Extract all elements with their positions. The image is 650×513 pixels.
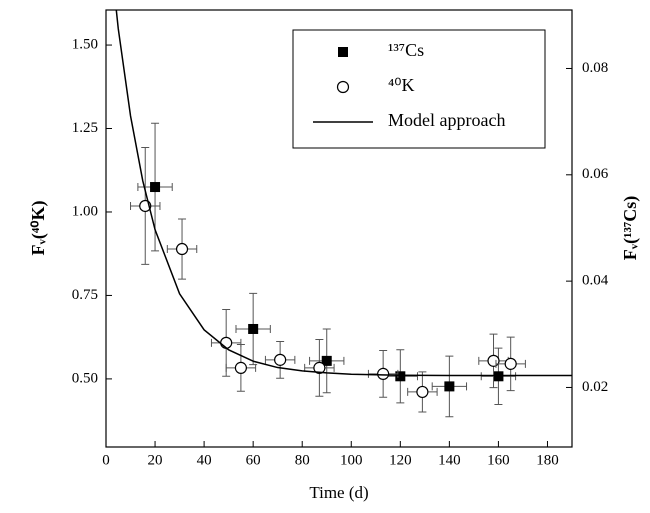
y2-tick-label: 0.02 xyxy=(582,379,608,395)
square-marker xyxy=(150,182,161,193)
circle-marker xyxy=(274,353,287,366)
plot-area xyxy=(115,10,572,418)
x-tick-label: 20 xyxy=(148,452,163,468)
square-marker xyxy=(395,371,406,382)
y2-tick-label: 0.08 xyxy=(582,60,608,76)
circle-marker xyxy=(416,385,429,399)
x-tick-label: 80 xyxy=(295,452,310,468)
legend-label: ¹³⁷Cs xyxy=(388,40,424,60)
square-marker xyxy=(444,381,455,392)
square-marker xyxy=(248,323,259,334)
legend-circle xyxy=(336,80,350,94)
x-tick-label: 140 xyxy=(438,452,461,468)
circle-marker xyxy=(504,357,517,370)
y-tick-label: 1.50 xyxy=(72,36,98,52)
legend-square xyxy=(338,47,348,57)
model-line xyxy=(115,10,572,377)
x-tick-label: 160 xyxy=(487,452,510,468)
y-tick-label: 1.25 xyxy=(72,120,98,136)
y2-tick-label: 0.06 xyxy=(582,166,609,182)
x-axis-label: Time (d) xyxy=(309,483,368,502)
x-tick-label: 180 xyxy=(536,452,559,468)
x-tick-label: 60 xyxy=(246,452,261,468)
circle-marker xyxy=(175,242,189,256)
plot-frame xyxy=(105,9,573,448)
legend-label: Model approach xyxy=(388,110,505,130)
circle-marker xyxy=(234,361,247,374)
y2-axis-label: Fᵥ(¹³⁷Cs) xyxy=(620,196,641,261)
y-tick-label: 1.00 xyxy=(72,203,98,219)
y2-tick-label: 0.04 xyxy=(582,273,609,289)
circle-marker xyxy=(487,354,500,367)
square-marker xyxy=(321,355,332,366)
circle-marker xyxy=(377,367,390,380)
x-tick-label: 40 xyxy=(197,452,212,468)
circle-marker xyxy=(313,361,326,374)
legend-box xyxy=(292,29,546,149)
x-tick-label: 120 xyxy=(389,452,412,468)
circle-marker xyxy=(220,336,233,349)
legend-label: ⁴⁰K xyxy=(388,75,415,95)
y-axis-label: Fᵥ(⁴⁰K) xyxy=(28,201,49,256)
x-tick-label: 100 xyxy=(340,452,363,468)
x-tick-label: 0 xyxy=(102,452,110,468)
y-tick-label: 0.50 xyxy=(72,370,98,386)
y-tick-label: 0.75 xyxy=(72,287,98,303)
